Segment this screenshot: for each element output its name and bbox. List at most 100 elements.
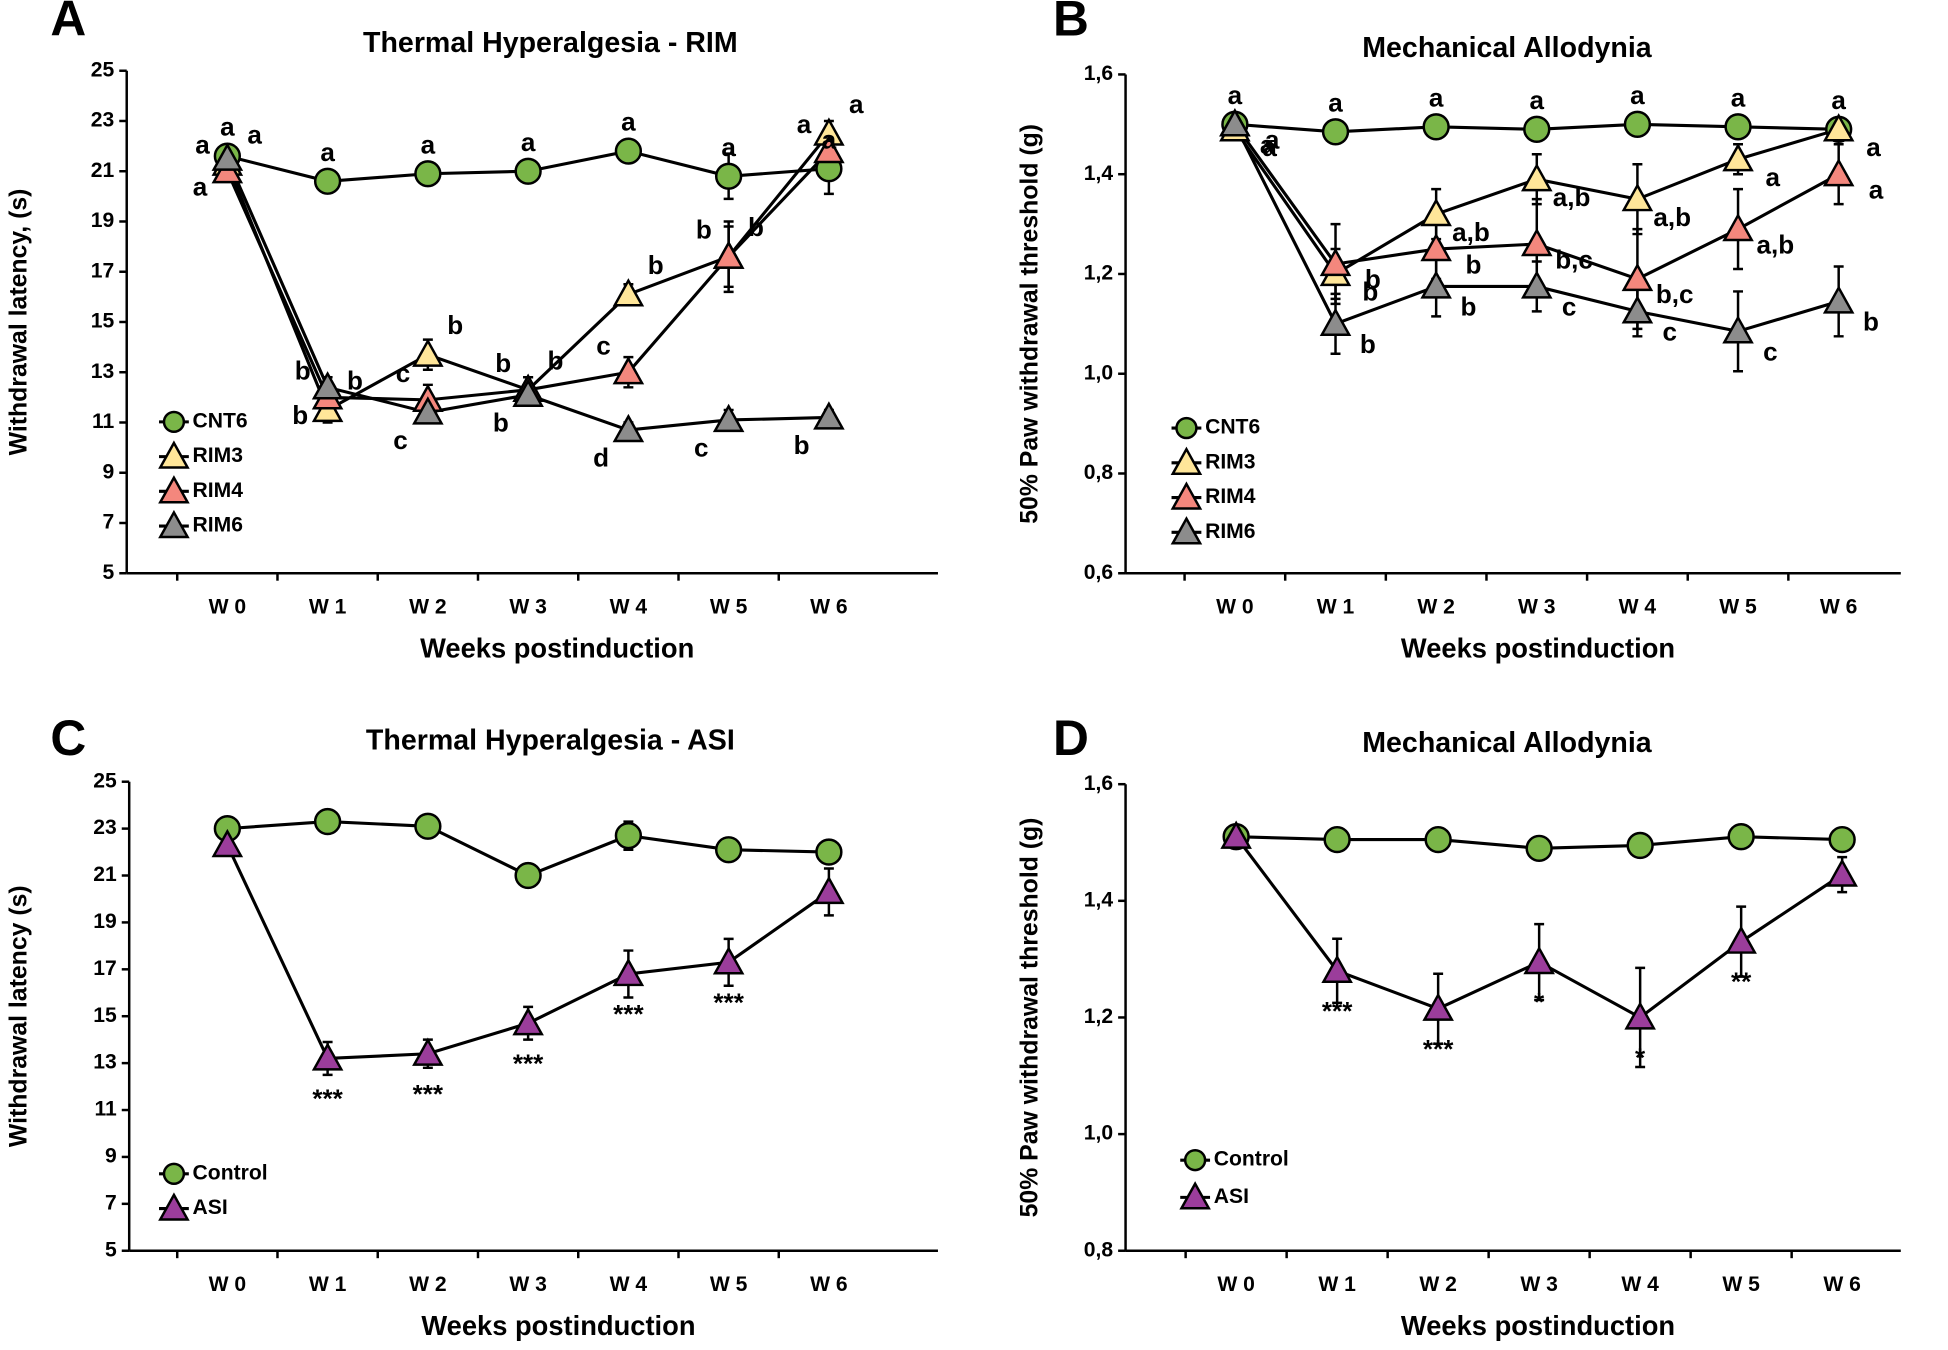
- marker: [1828, 825, 1856, 854]
- x-tick-label: W 3: [1520, 1273, 1558, 1296]
- legend-label: CNT6: [193, 409, 248, 432]
- legend-label: RIM4: [193, 479, 244, 502]
- marker: [1826, 858, 1858, 887]
- x-tick-label: W 3: [509, 1273, 547, 1296]
- significance-label: a: [1265, 125, 1280, 155]
- y-tick-label: 1,2: [1084, 1005, 1113, 1028]
- annotations: *** *** *** *** ***: [312, 987, 744, 1113]
- marker: [1521, 227, 1553, 257]
- marker: [1321, 118, 1350, 146]
- chart-title: Mechanical Allodynia: [1362, 727, 1653, 759]
- significance-label: b: [1465, 249, 1481, 279]
- markers: [211, 117, 845, 443]
- y-tick-label: 1,2: [1084, 262, 1113, 285]
- legend-label: ASI: [193, 1196, 228, 1219]
- significance-label: d: [593, 443, 609, 473]
- y-tick-label: 25: [93, 769, 117, 792]
- legend-label: Control: [1214, 1148, 1289, 1171]
- significance-label: a: [1429, 82, 1444, 112]
- x-tick-label: W 1: [1317, 596, 1355, 619]
- significance-label: a: [1869, 174, 1884, 204]
- significance-label: a: [521, 127, 536, 157]
- marker: [313, 807, 342, 836]
- y-tick-label: 1,4: [1084, 888, 1114, 911]
- significance-label: a: [320, 137, 335, 167]
- marker: [311, 371, 344, 400]
- y-tick-label: 21: [91, 159, 115, 182]
- legend-label: Control: [193, 1161, 268, 1184]
- significance-label: c: [694, 433, 709, 463]
- y-tick-label: 9: [105, 1145, 117, 1168]
- marker: [1725, 925, 1757, 954]
- x-tick-label: W 0: [209, 1273, 247, 1296]
- y-tick-label: 17: [93, 957, 116, 980]
- chart-title: Mechanical Allodynia: [1362, 32, 1653, 64]
- significance-label: a: [1766, 162, 1781, 192]
- significance-label: c: [1562, 292, 1577, 322]
- significance-label: c: [393, 425, 408, 455]
- legend-marker: [1175, 416, 1198, 440]
- marker: [714, 162, 743, 190]
- legend-label: RIM6: [193, 514, 243, 537]
- y-tick-label: 0,6: [1084, 561, 1113, 584]
- x-tick-label: W 6: [810, 1273, 848, 1296]
- legend-marker: [158, 509, 190, 539]
- legend-label: RIM4: [1205, 485, 1256, 508]
- y-tick-label: 7: [105, 1191, 117, 1214]
- marker: [712, 946, 745, 975]
- legend-marker: [1183, 1148, 1207, 1172]
- significance-label: a: [1530, 85, 1545, 115]
- markers: [211, 807, 845, 1071]
- marker: [1626, 831, 1654, 860]
- x-tick-label: W 4: [610, 1273, 648, 1296]
- significance-label: c: [1763, 337, 1778, 367]
- y-tick-label: 1,6: [1084, 62, 1113, 85]
- significance-label: **: [1731, 967, 1752, 997]
- panel-letter: B: [1053, 0, 1089, 46]
- significance-label: b: [495, 348, 511, 378]
- legend-marker: [1179, 1181, 1211, 1210]
- y-axis-title: Withdrawal latency (s): [5, 885, 32, 1147]
- marker: [612, 356, 645, 385]
- significance-label: a: [621, 107, 636, 137]
- x-axis-title: Weeks postinduction: [1401, 1310, 1675, 1341]
- legend-marker: [1170, 516, 1203, 545]
- marker: [1822, 285, 1855, 314]
- marker: [1521, 162, 1553, 192]
- chart-title: Thermal Hyperalgesia - ASI: [366, 725, 735, 757]
- panel-letter: A: [50, 0, 86, 46]
- significance-label: a,b: [1452, 217, 1490, 247]
- marker: [1323, 825, 1351, 854]
- marker: [1822, 113, 1855, 142]
- marker: [815, 838, 843, 866]
- marker: [1321, 954, 1353, 983]
- legend-marker: [158, 475, 190, 504]
- marker: [712, 240, 745, 269]
- y-tick-label: 1,6: [1084, 772, 1113, 795]
- significance-label: b: [493, 408, 509, 438]
- y-tick-label: 19: [93, 910, 116, 933]
- y-tick-label: 23: [91, 109, 114, 132]
- legend-marker: [1170, 481, 1203, 510]
- y-tick-label: 11: [94, 1098, 117, 1121]
- significance-label: *: [1635, 1043, 1646, 1073]
- x-tick-label: W 4: [1621, 1273, 1659, 1296]
- significance-label: ***: [1423, 1034, 1454, 1064]
- significance-label: c: [1662, 317, 1677, 347]
- marker: [412, 1037, 444, 1066]
- legend-label: ASI: [1214, 1185, 1249, 1208]
- x-tick-label: W 2: [409, 1273, 447, 1296]
- y-tick-label: 21: [93, 863, 117, 886]
- chart-title: Thermal Hyperalgesia - RIM: [363, 27, 738, 59]
- y-tick-label: 9: [103, 460, 115, 483]
- significance-label: b: [1365, 264, 1381, 294]
- marker: [1219, 108, 1251, 137]
- legend-label: CNT6: [1205, 416, 1260, 439]
- significance-label: b: [1362, 277, 1378, 307]
- significance-label: ***: [613, 999, 644, 1029]
- x-axis-title: Weeks postinduction: [1401, 632, 1675, 663]
- y-tick-label: 23: [93, 816, 116, 839]
- marker: [1420, 232, 1452, 262]
- marker: [1722, 143, 1754, 172]
- marker: [1727, 823, 1755, 851]
